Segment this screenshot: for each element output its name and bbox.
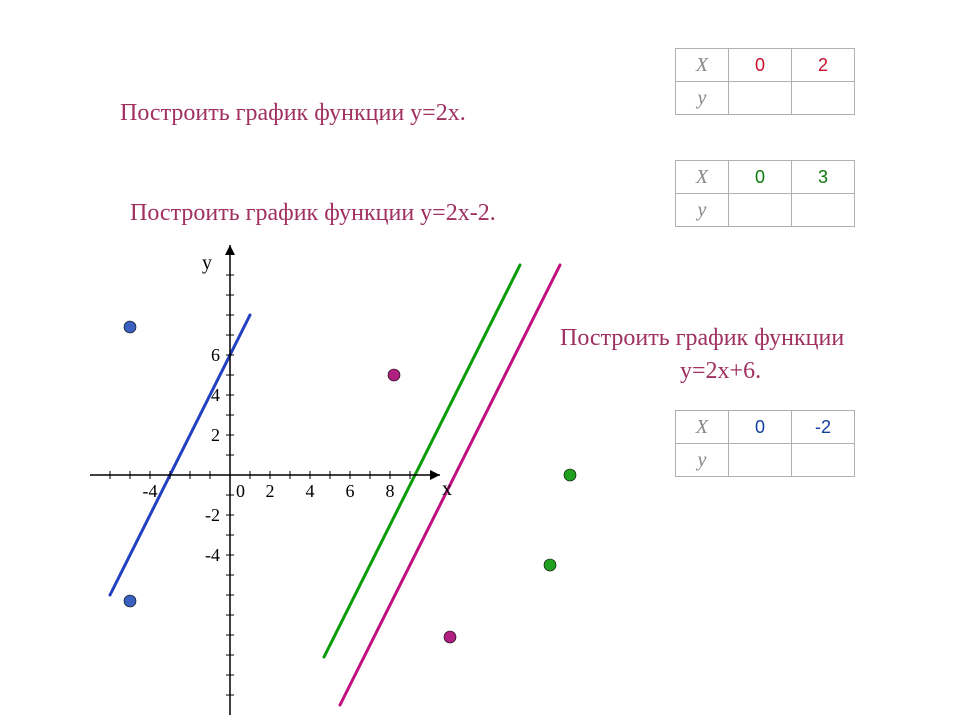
svg-text:6: 6 [211, 345, 220, 365]
svg-text:-4: -4 [143, 481, 158, 501]
svg-text:6: 6 [346, 481, 355, 501]
svg-text:4: 4 [306, 481, 315, 501]
dot-magenta-top [388, 369, 400, 381]
svg-text:4: 4 [211, 385, 220, 405]
origin-label: 0 [236, 481, 245, 501]
dot-blue-bottom [124, 595, 136, 607]
dot-blue-top [124, 321, 136, 333]
line-green [324, 265, 520, 657]
svg-text:-4: -4 [205, 545, 220, 565]
y-axis-label: y [202, 252, 212, 274]
dot-magenta-bottom [444, 631, 456, 643]
svg-text:8: 8 [386, 481, 395, 501]
svg-text:2: 2 [211, 425, 220, 445]
svg-text:-2: -2 [205, 505, 220, 525]
x-axis-label: x [442, 478, 452, 500]
dot-green-top [564, 469, 576, 481]
svg-text:2: 2 [266, 481, 275, 501]
coordinate-plot: -4 2 4 6 8 0 2 4 6 -2 -4 x y [0, 0, 960, 720]
dot-green-bottom [544, 559, 556, 571]
